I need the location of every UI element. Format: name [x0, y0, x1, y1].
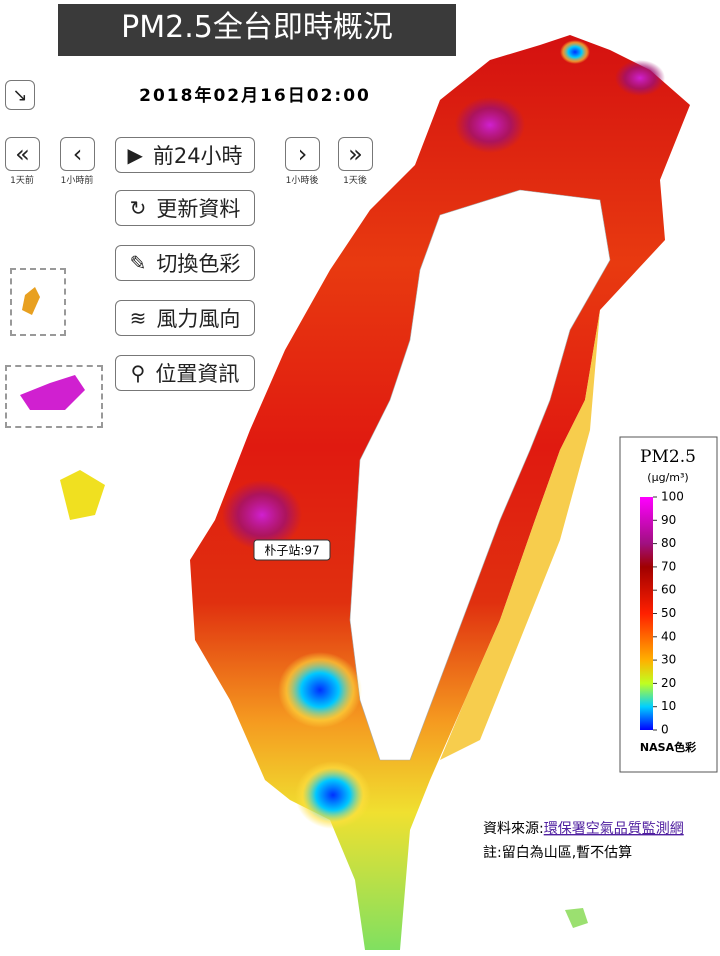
- hotspot: [455, 97, 525, 153]
- station-label: 朴子站:97: [264, 543, 319, 558]
- mountains: [349, 189, 611, 761]
- source-prefix: 資料來源:: [483, 821, 544, 837]
- legend-footer: NASA色彩: [640, 740, 696, 754]
- legend-tick-label: 40: [661, 629, 676, 643]
- matsu-inset: [22, 287, 40, 315]
- clean-spot: [295, 761, 371, 829]
- menu-button[interactable]: ≋ 風力風向: [115, 300, 255, 336]
- clean-spot: [560, 40, 590, 64]
- legend-tick-label: 30: [661, 653, 676, 667]
- legend-tick-label: 90: [661, 513, 676, 527]
- station-callout: [253, 539, 331, 561]
- timestamp: 2018年02月16日02:00: [139, 85, 371, 106]
- legend-tick-label: 80: [661, 536, 676, 550]
- legend-unit: (μg/m³): [647, 471, 688, 484]
- nav-button[interactable]: »: [338, 137, 373, 171]
- source: 資料來源:環保署空氣品質監測網: [483, 820, 684, 837]
- button-icon: ▶: [127, 143, 143, 167]
- button-label: 風力風向: [156, 307, 241, 331]
- legend-title: PM2.5: [640, 447, 696, 467]
- matsu-frame: [10, 268, 66, 336]
- legend-tick-label: 20: [661, 676, 676, 690]
- kinmen-inset: [20, 375, 85, 410]
- title-box: [58, 4, 456, 56]
- menu-button[interactable]: ↻ 更新資料: [115, 190, 255, 226]
- nav-label: 1天後: [343, 176, 367, 186]
- nav-button[interactable]: «: [5, 137, 40, 171]
- nav-button[interactable]: ›: [285, 137, 320, 171]
- button-label: 更新資料: [156, 197, 241, 221]
- clean-spot: [278, 652, 362, 728]
- menu-button[interactable]: ⚲ 位置資訊: [115, 355, 255, 391]
- nav-button[interactable]: ‹: [60, 137, 95, 171]
- hotspot: [222, 480, 302, 550]
- collapse-button[interactable]: ↘: [5, 80, 35, 110]
- source-link[interactable]: 環保署空氣品質監測網: [544, 820, 684, 837]
- legend-tick-label: 50: [661, 606, 676, 620]
- note: 註:留白為山區,暫不估算: [483, 845, 632, 861]
- menu-button[interactable]: ✎ 切換色彩: [115, 245, 255, 281]
- nav-label: 1天前: [10, 176, 34, 186]
- islet: [565, 908, 588, 928]
- title: PM2.5全台即時概況: [121, 10, 393, 45]
- legend-tick-label: 100: [661, 490, 684, 504]
- button-label: 切換色彩: [156, 252, 241, 276]
- menu-button[interactable]: ▶ 前24小時: [115, 137, 255, 173]
- kinmen-frame: [5, 365, 103, 428]
- button-icon: ↻: [129, 196, 147, 220]
- nav-label: 1小時前: [60, 176, 94, 186]
- penghu: [60, 470, 105, 520]
- legend-tick-label: 70: [661, 559, 676, 573]
- legend-box: [619, 436, 718, 773]
- button-icon: ≋: [129, 306, 147, 330]
- button-icon: ✎: [129, 251, 147, 275]
- legend-tick-label: 0: [661, 723, 669, 737]
- button-label: 位置資訊: [155, 362, 240, 386]
- color-bar: [640, 497, 653, 730]
- nav-label: 1小時後: [285, 176, 319, 186]
- legend-tick-label: 60: [661, 583, 676, 597]
- hotspot: [615, 60, 665, 96]
- legend-tick-label: 10: [661, 699, 676, 713]
- button-icon: ⚲: [130, 361, 146, 385]
- button-label: 前24小時: [152, 144, 243, 168]
